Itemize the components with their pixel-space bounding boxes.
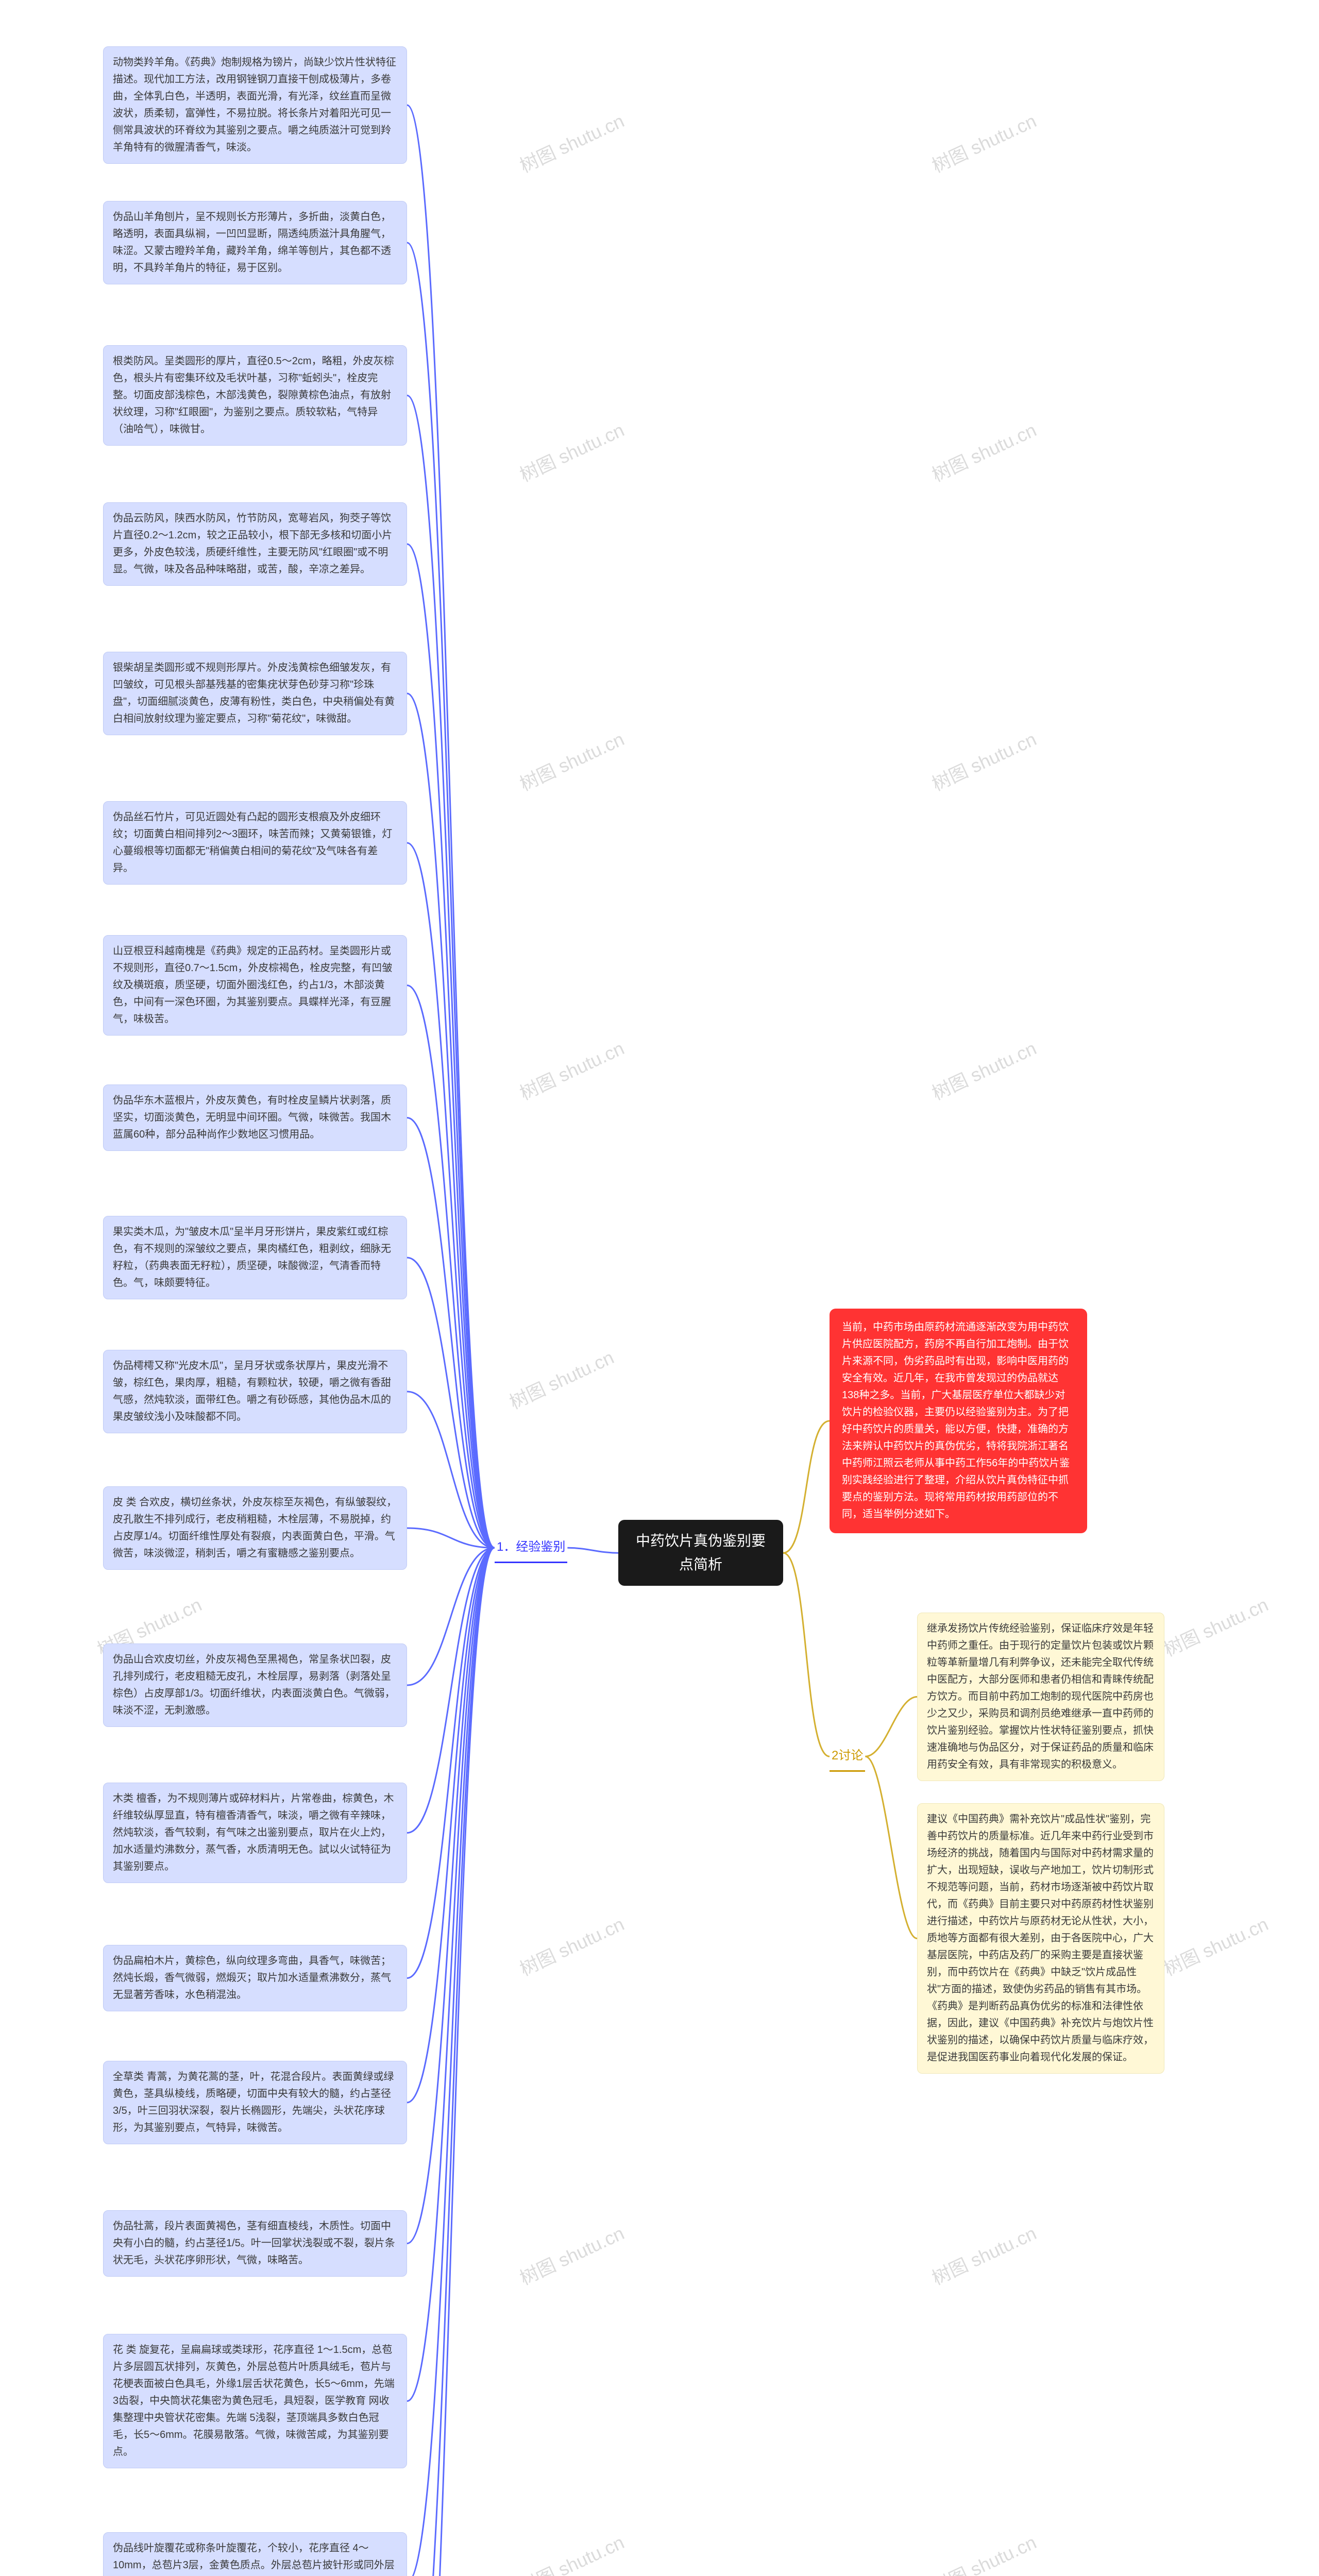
leaf-blue-6: 山豆根豆科越南槐是《药典》规定的正品药材。呈类圆形片或不规则形，直径0.7～1.…	[103, 935, 407, 1036]
watermark: 树图 shutu.cn	[515, 106, 628, 178]
watermark: 树图 shutu.cn	[927, 724, 1040, 796]
branch-discussion: 2讨论	[830, 1741, 865, 1772]
leaf-yellow-0: 继承发扬饮片传统经验鉴别，保证临床疗效是年轻中药师之重任。由于现行的定量饮片包装…	[917, 1613, 1164, 1781]
leaf-blue-3: 伪品云防风，陕西水防风，竹节防风，宽萼岩风，狗茭子等饮片直径0.2～1.2cm，…	[103, 502, 407, 586]
branch-experience: 1．经验鉴别	[495, 1533, 567, 1563]
watermark: 树图 shutu.cn	[927, 2528, 1040, 2576]
watermark: 树图 shutu.cn	[515, 2218, 628, 2290]
leaf-blue-12: 木类 檀香，为不规则薄片或碎材料片，片常卷曲，棕黄色，木纤维较纵厚显直，特有檀香…	[103, 1783, 407, 1883]
leaf-blue-8: 果实类木瓜，为"皱皮木瓜"呈半月牙形饼片，果皮紫红或红棕色，有不规则的深皱纹之要…	[103, 1216, 407, 1299]
leaf-blue-14: 全草类 青蒿，为黄花蒿的茎，叶，花混合段片。表面黄绿或绿黄色，茎具纵棱线，质略硬…	[103, 2061, 407, 2144]
leaf-blue-0: 动物类羚羊角。《药典》炮制规格为镑片，尚缺少饮片性状特征描述。现代加工方法，改用…	[103, 46, 407, 164]
leaf-blue-10: 皮 类 合欢皮，横切丝条状，外皮灰棕至灰褐色，有纵皱裂纹，皮孔散生不排列成行，老…	[103, 1486, 407, 1570]
leaf-blue-9: 伪品樗樗又称"光皮木瓜"，呈月牙状或条状厚片，果皮光滑不皱，棕红色，果肉厚，粗糙…	[103, 1350, 407, 1433]
watermark: 树图 shutu.cn	[515, 1033, 628, 1105]
watermark: 树图 shutu.cn	[515, 1909, 628, 1981]
watermark: 树图 shutu.cn	[515, 2528, 628, 2576]
root-node: 中药饮片真伪鉴别要点简析	[618, 1520, 783, 1586]
watermark: 树图 shutu.cn	[1159, 1909, 1272, 1981]
watermark: 树图 shutu.cn	[927, 415, 1040, 487]
context-node: 当前，中药市场由原药材流通逐渐改变为用中药饮片供应医院配方，药房不再自行加工炮制…	[830, 1309, 1087, 1533]
leaf-blue-5: 伪品丝石竹片，可见近圆处有凸起的圆形支根痕及外皮细环纹；切面黄白相间排列2～3圈…	[103, 801, 407, 885]
leaf-blue-7: 伪品华东木蓝根片，外皮灰黄色，有时栓皮呈鳞片状剥落，质坚实，切面淡黄色，无明显中…	[103, 1084, 407, 1151]
watermark: 树图 shutu.cn	[515, 724, 628, 796]
leaf-blue-13: 伪品扁柏木片，黄棕色，纵向纹理多弯曲，具香气，味微苦；然炖长煅，香气微弱，燃煅灭…	[103, 1945, 407, 2011]
watermark: 树图 shutu.cn	[927, 2218, 1040, 2290]
leaf-blue-17: 伪品线叶旋覆花或称条叶旋覆花，个较小，花序直径 4～10mm，总苞片3层，金黄色…	[103, 2532, 407, 2576]
leaf-blue-11: 伪品山合欢皮切丝，外皮灰褐色至黑褐色，常呈条状凹裂，皮孔排列成行，老皮粗糙无皮孔…	[103, 1643, 407, 1727]
leaf-blue-16: 花 类 旋复花，呈扁扁球或类球形，花序直径 1～1.5cm，总苞片多层圆瓦状排列…	[103, 2334, 407, 2468]
watermark: 树图 shutu.cn	[504, 1343, 618, 1414]
leaf-blue-1: 伪品山羊角刨片，呈不规则长方形薄片，多折曲，淡黄白色，略透明，表面具纵裥，一凹凹…	[103, 201, 407, 284]
leaf-blue-15: 伪品牡蒿，段片表面黄褐色，茎有细直棱线，木质性。切面中央有小白的髓，约占茎径1/…	[103, 2210, 407, 2277]
watermark: 树图 shutu.cn	[927, 106, 1040, 178]
leaf-blue-2: 根类防风。呈类圆形的厚片，直径0.5～2cm，略粗，外皮灰棕色，根头片有密集环纹…	[103, 345, 407, 446]
watermark: 树图 shutu.cn	[927, 1033, 1040, 1105]
leaf-blue-4: 银柴胡呈类圆形或不规则形厚片。外皮浅黄棕色细皱发灰，有凹皱纹，可见根头部基残基的…	[103, 652, 407, 735]
leaf-yellow-1: 建议《中国药典》需补充饮片"成品性状"鉴别，完善中药饮片的质量标准。近几年来中药…	[917, 1803, 1164, 2074]
watermark: 树图 shutu.cn	[1159, 1590, 1272, 1662]
watermark: 树图 shutu.cn	[515, 415, 628, 487]
